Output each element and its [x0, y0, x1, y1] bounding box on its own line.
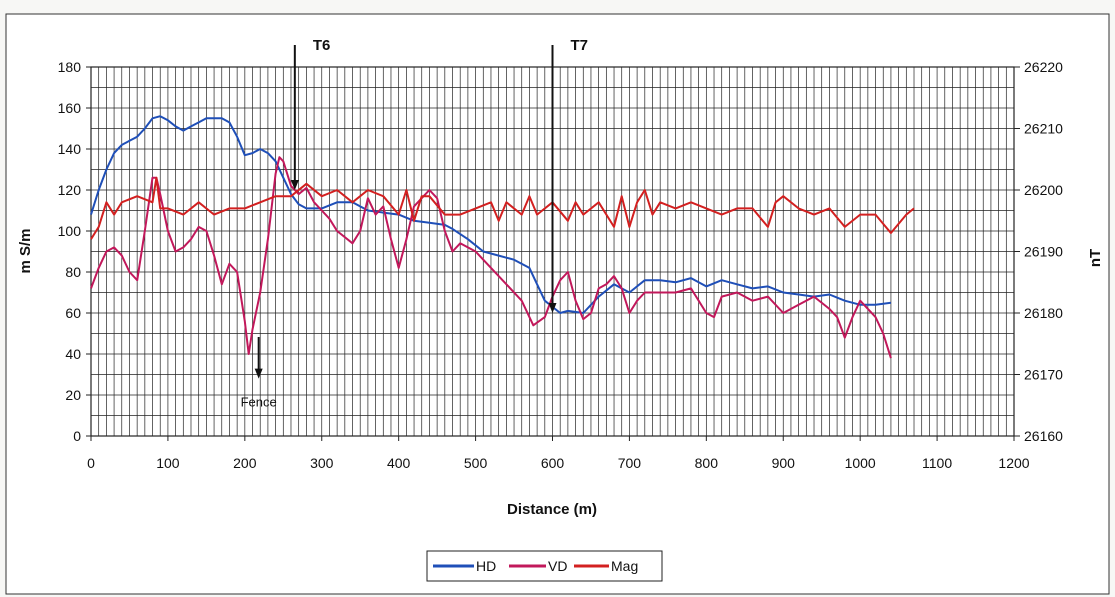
y2-tick-label: 26180 — [1024, 305, 1063, 321]
x-tick-label: 0 — [87, 455, 95, 471]
x-tick-label: 300 — [310, 455, 334, 471]
x-tick-label: 400 — [387, 455, 411, 471]
y2-tick-label: 26170 — [1024, 367, 1063, 383]
series-line-hd — [90, 115, 892, 314]
series-group — [90, 115, 915, 359]
axis-ticks: 0 100 200 300 400 500 600 700 800 900 1000 1100 1200… — [58, 59, 1064, 471]
y-tick-label: 40 — [65, 346, 81, 362]
y2-tick-label: 26220 — [1024, 59, 1063, 75]
y2-tick-label: 26160 — [1024, 428, 1063, 444]
x-tick-label: 1100 — [922, 455, 952, 471]
x-tick-label: 500 — [464, 455, 488, 471]
y-tick-label: 180 — [58, 59, 82, 75]
y-axis-label: m S/m — [17, 228, 34, 273]
y-tick-label: 140 — [58, 141, 82, 157]
annotation-arrowhead-t6 — [290, 180, 299, 190]
x-tick-label: 800 — [695, 455, 719, 471]
legend-label-vd: VD — [548, 558, 567, 574]
legend: HD VD Mag — [426, 550, 663, 582]
y-tick-label: 160 — [58, 100, 82, 116]
chart-frame — [5, 13, 1110, 595]
x-tick-label: 1000 — [845, 455, 876, 471]
y-tick-label: 60 — [65, 305, 81, 321]
legend-label-mag: Mag — [611, 558, 638, 574]
x-tick-label: 900 — [772, 455, 796, 471]
annotation-arrowhead-fence — [254, 368, 263, 379]
x-tick-label: 600 — [541, 455, 565, 471]
y-tick-label: 80 — [65, 264, 81, 280]
y-tick-label: 120 — [58, 182, 82, 198]
annotation-label-t6: T6 — [313, 37, 331, 54]
x-tick-label: 1200 — [998, 455, 1029, 471]
annotation-label-fence: Fence — [241, 395, 277, 410]
y-tick-label: 100 — [58, 223, 82, 239]
legend-label-hd: HD — [476, 558, 496, 574]
x-tick-label: 200 — [233, 455, 257, 471]
annotation-arrowhead-t7 — [548, 303, 557, 313]
y-tick-label: 20 — [65, 387, 81, 403]
y2-tick-label: 26200 — [1024, 182, 1063, 198]
x-axis-label: Distance (m) — [507, 501, 597, 518]
y2-axis-label: nT — [1087, 249, 1104, 267]
annotation-label-t7: T7 — [571, 37, 589, 54]
y2-tick-label: 26190 — [1024, 244, 1063, 260]
annotations: T6 T7 Fence — [241, 37, 588, 410]
x-tick-label: 700 — [618, 455, 642, 471]
x-tick-label: 100 — [156, 455, 180, 471]
series-line-mag — [90, 176, 915, 240]
y2-tick-label: 26210 — [1024, 121, 1063, 137]
y-tick-label: 0 — [73, 428, 81, 444]
